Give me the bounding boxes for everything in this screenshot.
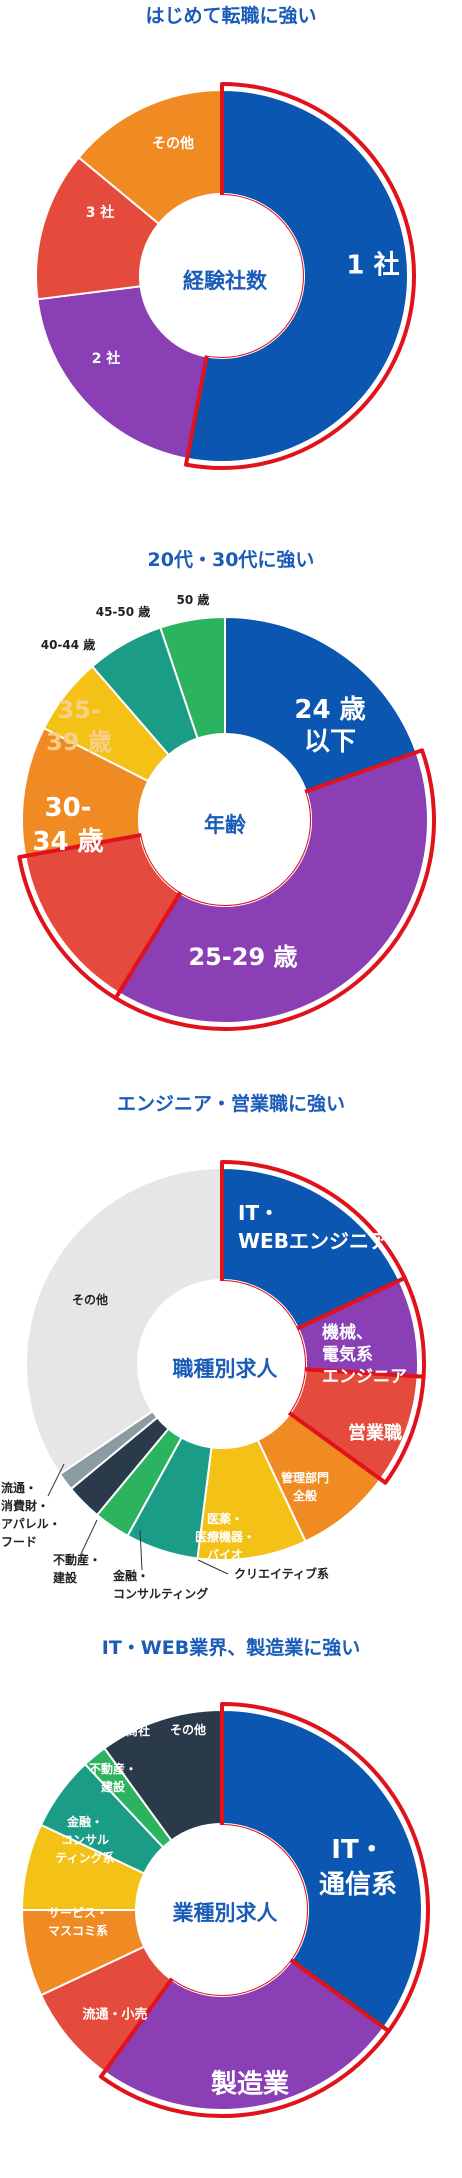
slice-label: 25-29 歳 — [188, 943, 297, 971]
chart-title: 20代・30代に強い — [148, 549, 315, 571]
slice-1 — [224, 615, 418, 793]
chart-title: はじめて転職に強い — [145, 4, 316, 27]
donut-hole — [139, 1281, 305, 1447]
slice-3 — [35, 156, 161, 301]
slice-label: 金融・コンサルティング — [112, 1568, 208, 1601]
slice-10 — [25, 1166, 223, 1476]
slice-label: 営業職 — [348, 1422, 402, 1444]
slice-label: 50 歳 — [177, 592, 210, 607]
slice-2 — [36, 285, 208, 460]
slice-label: 45-50 歳 — [96, 604, 151, 619]
slice-label: 24 歳以下 — [294, 695, 365, 757]
leader-lines — [47, 1463, 229, 1575]
slice-label: 医薬・医療機器・バイオ — [195, 1511, 255, 1562]
slice-label: その他 — [152, 135, 194, 152]
slice-7 — [159, 615, 226, 740]
slice-label: IT・通信系 — [319, 1835, 397, 1900]
chart-center-label: 業種別求人 — [173, 1901, 278, 1925]
chart-title: IT・WEB業界、製造業に強い — [102, 1636, 360, 1659]
slice-label: IT・ WEBエンジニア — [238, 1201, 389, 1253]
donut-hole — [137, 1825, 307, 1995]
donut-hole — [141, 195, 303, 357]
slice-label: その他 — [72, 1292, 108, 1307]
chart-first-job: はじめて転職に強い 経験社数 1 社 2 社 3 社 その他 — [35, 4, 416, 470]
slice-label: 管理部門全般 — [281, 1470, 329, 1503]
chart-title: エンジニア・営業職に強い — [117, 1092, 345, 1115]
slice-label: 3 社 — [86, 204, 115, 221]
slice-label: 機械、電気系エンジニア — [322, 1322, 407, 1387]
slice-label: 製造業 — [211, 2070, 289, 2100]
chart-center-label: 職種別求人 — [173, 1357, 278, 1381]
chart-industry: IT・WEB業界、製造業に強い 業種別求人 IT・通信系 製造業 流通・小売 サ… — [20, 1636, 430, 2118]
slice-label: 不動産・建設 — [89, 1761, 137, 1794]
chart-age: 20代・30代に強い 年齢 24 歳以下 25-29 歳 30-34 歳 35-… — [17, 549, 436, 1031]
chart-center-label: 年齢 — [204, 813, 247, 837]
slice-label: 金融・コンサルティング系 — [55, 1814, 114, 1865]
slice-label: 商社 — [126, 1723, 150, 1738]
slice-label: 不動産・建設 — [52, 1552, 101, 1585]
slice-label: 30-34 歳 — [32, 793, 103, 857]
slice-label: その他 — [170, 1722, 206, 1737]
chart-job-type: エンジニア・営業職に強い 職種別求人 IT・ WEBエンジニア 機械、電気系エンジ… — [1, 1092, 426, 1601]
slice-label: 35-39 歳 — [46, 696, 112, 756]
slice-label: 流通・消費財・アパレル・フード — [1, 1480, 61, 1549]
slice-label: 40-44 歳 — [41, 637, 96, 652]
slice-label: サービス・マスコミ系 — [48, 1905, 108, 1938]
slice-label: 2 社 — [92, 350, 121, 367]
slice-4 — [77, 88, 223, 226]
slice-label: 流通・小売 — [82, 2007, 147, 2023]
chart-center-label: 経験社数 — [183, 269, 268, 293]
donut-hole — [140, 735, 310, 905]
slice-label: クリエイティブ系 — [234, 1566, 329, 1581]
slice-label: 1 社 — [346, 250, 399, 281]
